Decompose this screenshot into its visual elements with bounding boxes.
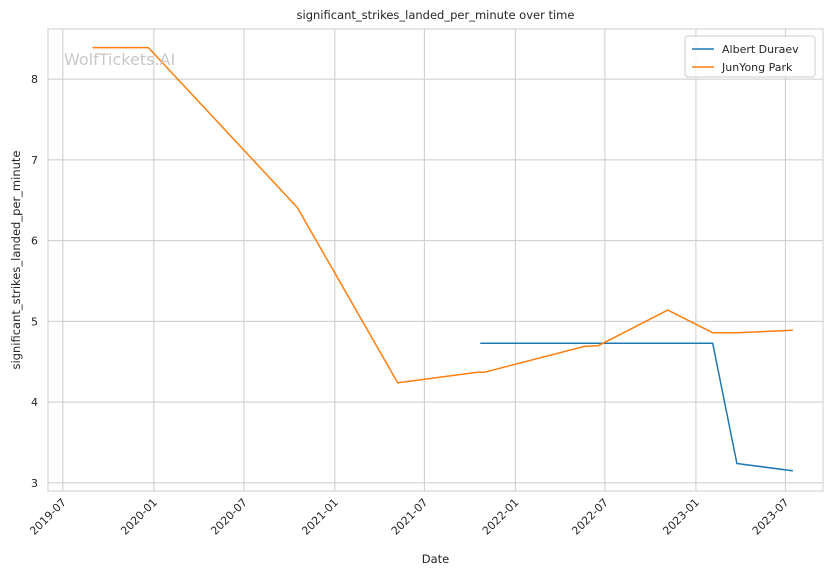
legend: Albert Duraev JunYong Park bbox=[684, 35, 816, 78]
x-tick-label: 2023-01 bbox=[660, 496, 702, 538]
x-tick-label: 2023-07 bbox=[750, 496, 792, 538]
y-tick-label: 4 bbox=[31, 396, 38, 409]
legend-entry: JunYong Park bbox=[721, 61, 793, 74]
series-line bbox=[92, 46, 794, 384]
x-tick-label: 2021-07 bbox=[389, 496, 431, 538]
x-tick-label: 2021-01 bbox=[299, 496, 341, 538]
legend-box bbox=[684, 35, 816, 78]
x-tick-label: 2022-01 bbox=[480, 496, 522, 538]
watermark: WolfTickets.AI bbox=[64, 50, 175, 69]
x-tick-label: 2022-07 bbox=[569, 496, 611, 538]
x-tick-label: 2020-07 bbox=[208, 496, 250, 538]
x-tick-label: 2020-01 bbox=[118, 496, 160, 538]
series-line bbox=[480, 342, 794, 472]
y-tick-label: 3 bbox=[31, 477, 38, 490]
grid bbox=[48, 29, 823, 491]
x-axis-title: Date bbox=[422, 552, 450, 566]
y-tick-label: 7 bbox=[31, 154, 38, 167]
plot-frame bbox=[47, 28, 824, 492]
y-axis-title: significant_strikes_landed_per_minute bbox=[9, 151, 23, 370]
y-tick-label: 6 bbox=[31, 235, 38, 248]
legend-entry: Albert Duraev bbox=[722, 43, 799, 56]
chart-title: significant_strikes_landed_per_minute ov… bbox=[297, 8, 575, 22]
x-tick-label: 2019-07 bbox=[27, 496, 69, 538]
y-tick-label: 5 bbox=[31, 315, 38, 328]
series-layer bbox=[92, 46, 794, 472]
ticks: 2019-07 2020-01 2020-07 2021-01 2021-07 2022-… bbox=[27, 73, 791, 538]
y-tick-label: 8 bbox=[31, 73, 38, 86]
